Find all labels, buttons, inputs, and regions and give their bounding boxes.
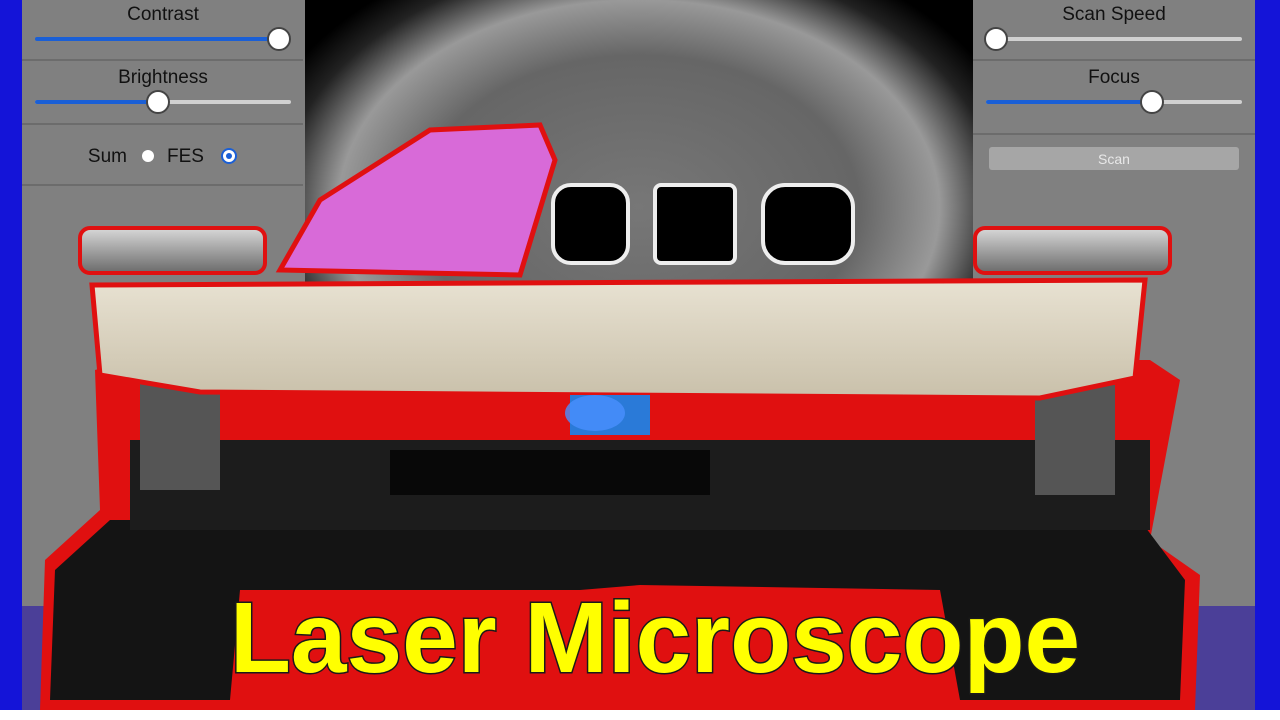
- slider-track[interactable]: [986, 37, 1242, 41]
- slider-thumb[interactable]: [146, 90, 170, 114]
- radio-label: Sum: [88, 146, 127, 167]
- scan-features: [551, 183, 855, 265]
- slider-fill: [35, 100, 158, 104]
- slider-label: Contrast: [127, 4, 200, 25]
- slider-track[interactable]: [35, 37, 280, 41]
- page-bottom: [0, 710, 1280, 720]
- slider-thumb[interactable]: [267, 27, 291, 51]
- radio-button[interactable]: [142, 150, 154, 162]
- right-panel: Scan Speed Focus Scan: [973, 4, 1255, 170]
- slider-thumb[interactable]: [984, 27, 1008, 51]
- radio-dot: [226, 153, 232, 159]
- thumbnail-title: Laser Microscope: [230, 582, 1080, 694]
- device-photo: [40, 122, 1200, 710]
- left-panel: Contrast Brightness Sum FES: [22, 4, 303, 186]
- slider-label: Brightness: [118, 67, 208, 88]
- scan-button[interactable]: [989, 147, 1239, 170]
- slider-fill: [986, 100, 1152, 104]
- radio-label: FES: [167, 146, 204, 167]
- slider-label: Focus: [1088, 67, 1140, 88]
- button-label: Scan: [1098, 151, 1130, 167]
- slider-label: Scan Speed: [1062, 4, 1166, 25]
- slider-thumb[interactable]: [1140, 90, 1164, 114]
